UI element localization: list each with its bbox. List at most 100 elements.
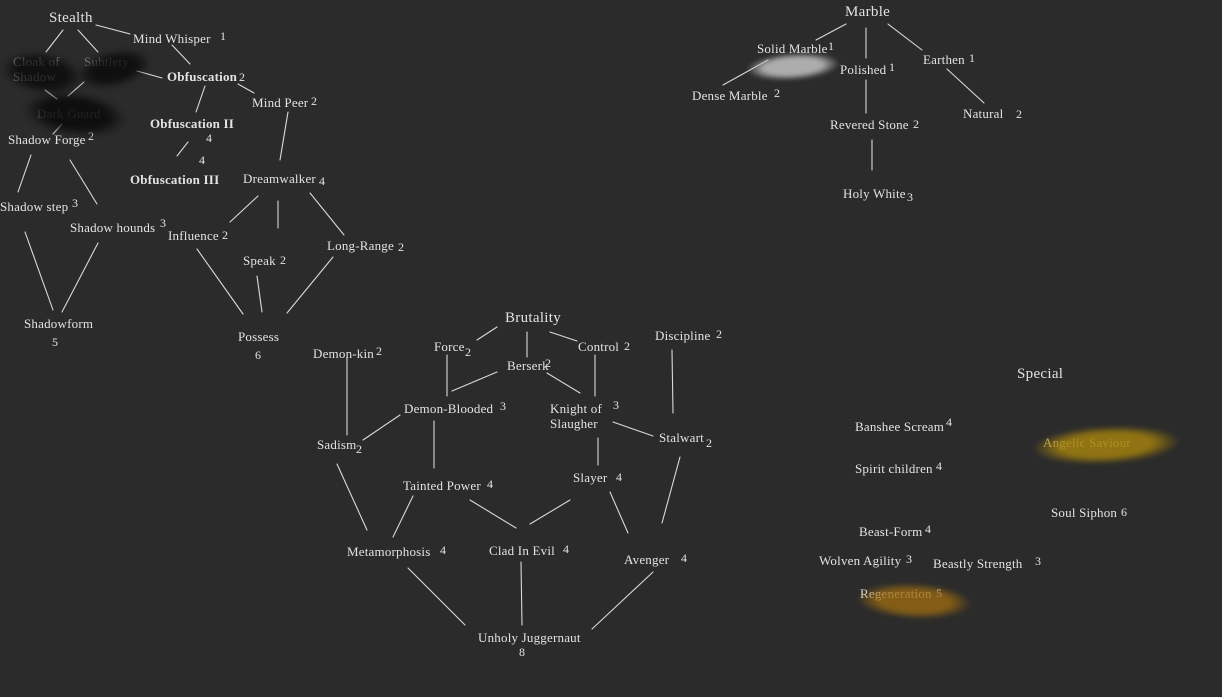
node-slayer-rank: 4 <box>616 470 622 484</box>
node-force[interactable]: Force <box>434 339 465 354</box>
node-regeneration[interactable]: Regeneration <box>860 586 932 601</box>
connector-line <box>61 242 99 313</box>
node-shadow-forge[interactable]: Shadow Forge <box>8 132 86 147</box>
node-obfuscation[interactable]: Obfuscation <box>167 69 238 84</box>
node-beastly-strength-rank: 3 <box>1035 554 1041 568</box>
node-slayer[interactable]: Slayer <box>573 470 608 485</box>
node-avenger-rank: 4 <box>681 551 687 565</box>
connector-line <box>612 421 654 437</box>
connector-line <box>195 85 206 113</box>
node-revered-stone[interactable]: Revered Stone <box>830 117 909 132</box>
node-dreamwalker-rank: 4 <box>319 174 325 188</box>
node-natural-rank: 2 <box>1016 107 1022 121</box>
node-demon-kin-rank: 2 <box>376 344 382 358</box>
connector-line <box>24 231 54 311</box>
node-beast-form-rank: 4 <box>925 522 931 536</box>
node-regeneration-rank: 5 <box>936 586 942 600</box>
node-long-range-rank: 2 <box>398 240 404 254</box>
connector-line <box>237 83 255 94</box>
connector-line <box>171 44 191 65</box>
connector-line <box>286 256 334 314</box>
node-force-rank: 2 <box>465 345 471 359</box>
node-wolven-agility-rank: 3 <box>906 552 912 566</box>
connector-line <box>392 495 414 538</box>
connector-line <box>136 70 163 79</box>
node-shadow-forge-rank: 2 <box>88 129 94 143</box>
node-dark-guard[interactable]: Dark Guard <box>37 106 101 121</box>
node-demon-blooded[interactable]: Demon-Blooded <box>404 401 494 416</box>
node-polished[interactable]: Polished <box>840 62 887 77</box>
node-shadow-step[interactable]: Shadow step <box>0 199 69 214</box>
node-holy-white-rank: 3 <box>907 190 913 204</box>
node-spirit-children-rank: 4 <box>936 459 942 473</box>
connector-line <box>256 275 263 313</box>
node-unholy-juggernaut[interactable]: Unholy Juggernaut <box>478 630 581 645</box>
node-banshee-scream[interactable]: Banshee Scream <box>855 419 945 434</box>
node-holy-white[interactable]: Holy White <box>843 186 906 201</box>
node-banshee-scream-rank: 4 <box>946 415 952 429</box>
connector-line <box>661 456 681 524</box>
node-solid-marble[interactable]: Solid Marble <box>757 41 828 56</box>
connector-line <box>17 154 32 193</box>
node-natural[interactable]: Natural <box>963 106 1004 121</box>
node-long-range[interactable]: Long-Range <box>327 238 394 253</box>
node-revered-stone-rank: 2 <box>913 117 919 131</box>
node-earthen[interactable]: Earthen <box>923 52 965 67</box>
node-dense-marble[interactable]: Dense Marble <box>692 88 768 103</box>
node-shadowform[interactable]: Shadowform <box>24 316 94 331</box>
connector-line <box>815 23 847 41</box>
node-wolven-agility[interactable]: Wolven Agility <box>819 553 902 568</box>
node-obfuscation-iii[interactable]: Obfuscation III <box>130 172 220 187</box>
node-discipline[interactable]: Discipline <box>655 328 711 343</box>
node-shadow-hounds[interactable]: Shadow hounds <box>70 220 156 235</box>
node-polished-rank: 1 <box>889 60 895 74</box>
connector-line <box>95 24 131 35</box>
node-possess-rank: 6 <box>255 348 261 362</box>
connector-line <box>476 326 498 341</box>
connector-line <box>44 89 58 100</box>
node-soul-siphon[interactable]: Soul Siphon <box>1051 505 1118 520</box>
node-earthen-rank: 1 <box>969 51 975 65</box>
node-tainted-power[interactable]: Tainted Power <box>403 478 481 493</box>
node-angelic-saviour[interactable]: Angelic Saviour <box>1043 435 1131 450</box>
node-possess[interactable]: Possess <box>238 329 280 344</box>
connector-line <box>336 463 368 531</box>
node-sadism[interactable]: Sadism <box>317 437 357 452</box>
node-mind-whisper[interactable]: Mind Whisper <box>133 31 211 46</box>
node-speak[interactable]: Speak <box>243 253 276 268</box>
node-influence-rank: 2 <box>222 228 228 242</box>
node-subtlety[interactable]: Subtlety <box>84 54 129 69</box>
node-shadowform-rank: 5 <box>52 335 58 349</box>
node-beast-form[interactable]: Beast-Form <box>859 524 923 539</box>
node-avenger[interactable]: Avenger <box>624 552 670 567</box>
node-solid-marble-rank: 1 <box>828 39 834 53</box>
node-spirit-children[interactable]: Spirit children <box>855 461 933 476</box>
connector-line <box>196 248 244 315</box>
node-clad-in-evil[interactable]: Clad In Evil <box>489 543 555 558</box>
node-mind-peer[interactable]: Mind Peer <box>252 95 309 110</box>
connector-line <box>69 159 98 205</box>
node-influence[interactable]: Influence <box>168 228 219 243</box>
node-demon-kin[interactable]: Demon-kin <box>313 346 375 361</box>
node-clad-in-evil-rank: 4 <box>563 542 569 556</box>
node-metamorphosis[interactable]: Metamorphosis <box>347 544 431 559</box>
tree-title-brutality: Brutality <box>505 310 562 326</box>
node-discipline-rank: 2 <box>716 327 722 341</box>
connector-line <box>946 68 985 104</box>
node-beastly-strength[interactable]: Beastly Strength <box>933 556 1023 571</box>
connector-line <box>722 59 769 86</box>
node-dreamwalker[interactable]: Dreamwalker <box>243 171 316 186</box>
connector-line <box>45 29 64 53</box>
node-shadow-step-rank: 3 <box>72 196 78 210</box>
node-stalwart[interactable]: Stalwart <box>659 430 704 445</box>
node-control[interactable]: Control <box>578 339 620 354</box>
node-tainted-power-rank: 4 <box>487 477 493 491</box>
node-berserk[interactable]: Berserk <box>507 358 549 373</box>
connector-line <box>176 141 189 157</box>
node-knight-of-slaugher[interactable]: Knight of Slaugher <box>550 401 602 431</box>
node-obfuscation-ii[interactable]: Obfuscation II <box>150 116 235 131</box>
node-demon-blooded-rank: 3 <box>500 399 506 413</box>
node-cloak-of-shadow[interactable]: Cloak of Shadow <box>13 54 60 84</box>
tree-title-marble: Marble <box>845 4 891 20</box>
